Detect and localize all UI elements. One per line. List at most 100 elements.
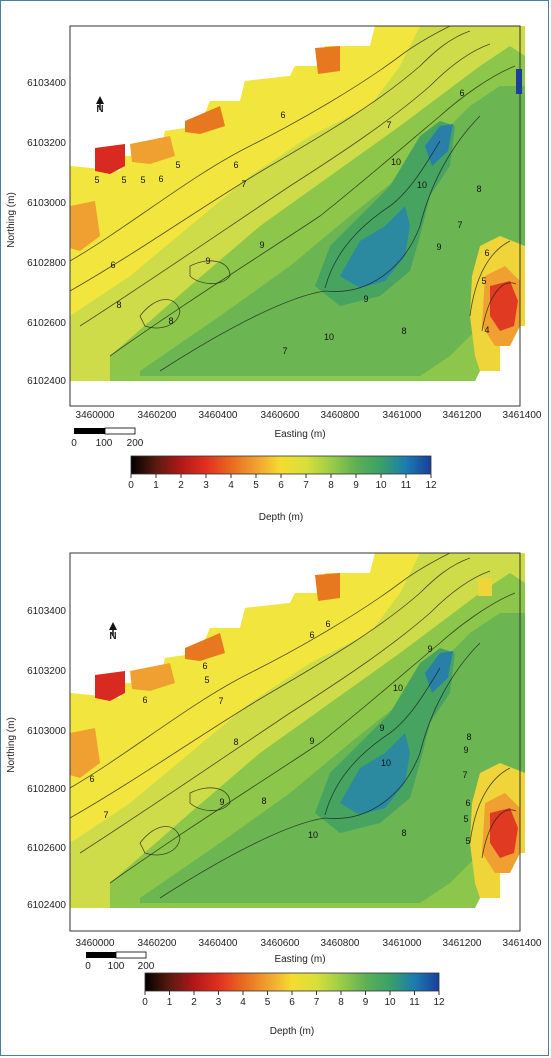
scale-tick: 200 [127, 438, 144, 449]
x-axis-title: Easting (m) [274, 954, 325, 965]
x-tick-label: 3460200 [138, 938, 177, 949]
contour-label: 9 [363, 294, 368, 304]
contour-label: 6 [309, 630, 314, 640]
x-tick-label: 3461400 [503, 410, 542, 421]
colorbar-title: Depth (m) [270, 1026, 314, 1037]
colorbar-tick-label: 11 [409, 997, 420, 1008]
contour-label: 9 [219, 797, 224, 807]
y-axis-a: 6103400 6103200 6103000 6102800 6102600 … [6, 78, 66, 387]
contour-label: 9 [309, 736, 314, 746]
contour-label: 5 [481, 276, 486, 286]
colorbar-b: 0 1 2 3 4 5 6 7 8 9 10 11 12 Depth (m) [142, 972, 445, 1037]
contour-label: 5 [175, 160, 180, 170]
y-tick-label: 6102400 [27, 900, 66, 911]
map-b: N 6103400 6103200 6103000 6102800 610260… [6, 552, 542, 1037]
x-tick-label: 3460000 [76, 410, 115, 421]
colorbar-tick-label: 1 [167, 997, 173, 1008]
map-a: N 6103400 6103200 6103000 6102800 610260… [6, 25, 542, 523]
depth-field-b [69, 552, 526, 909]
contour-label: 8 [476, 184, 481, 194]
contour-label: 6 [484, 248, 489, 258]
colorbar-tick-label: 0 [142, 997, 148, 1008]
colorbar-tick-label: 11 [401, 480, 412, 491]
plot-frame-a [69, 25, 521, 407]
colorbar-a: 0 1 2 3 4 5 6 7 8 9 10 11 12 Depth (m) [128, 455, 437, 523]
colorbar-tick-label: 7 [303, 480, 309, 491]
y-tick-label: 6103400 [27, 78, 66, 89]
y-tick-label: 6103000 [27, 726, 66, 737]
contour-label: 9 [379, 723, 384, 733]
scale-bar-b: 0 100 200 [85, 951, 155, 972]
colorbar-tick-label: 0 [128, 480, 134, 491]
north-arrow-icon: N [109, 622, 117, 642]
contour-label: 10 [417, 180, 427, 190]
contour-label: 7 [282, 346, 287, 356]
colorbar-tick-label: 12 [433, 997, 445, 1008]
contour-label: 7 [457, 220, 462, 230]
contour-label: 6 [280, 110, 285, 120]
y-tick-label: 6103000 [27, 198, 66, 209]
contour-label: 10 [381, 758, 391, 768]
contour-label: 6 [89, 774, 94, 784]
scale-bar-a: 0 100 200 [71, 427, 144, 449]
colorbar-tick-label: 2 [191, 997, 197, 1008]
colorbar-tick-label: 3 [216, 997, 222, 1008]
y-tick-label: 6102800 [27, 258, 66, 269]
colorbar-tick-label: 4 [240, 997, 246, 1008]
x-tick-label: 3461200 [443, 410, 482, 421]
contour-label: 5 [463, 814, 468, 824]
contour-label: 8 [261, 796, 266, 806]
y-axis-title: Northing (m) [6, 717, 17, 773]
contour-label: 9 [259, 240, 264, 250]
colorbar-title: Depth (m) [259, 512, 303, 523]
x-axis-b: 3460000 3460200 3460400 3460600 3460800 … [76, 938, 542, 965]
contour-label: 6 [158, 174, 163, 184]
contour-label: 4 [484, 325, 489, 335]
colorbar-tick-label: 9 [363, 997, 369, 1008]
x-tick-label: 3460200 [138, 410, 177, 421]
plot-frame-b [69, 552, 521, 932]
colorbar-tick-label: 6 [289, 997, 295, 1008]
x-tick-label: 3461000 [383, 410, 422, 421]
colorbar-tick-label: 8 [328, 480, 334, 491]
contour-label: 8 [401, 828, 406, 838]
x-axis-title: Easting (m) [274, 429, 325, 440]
contour-label: 6 [202, 661, 207, 671]
colorbar-tick-label: 3 [203, 480, 209, 491]
x-axis-a: 3460000 3460200 3460400 3460600 3460800 … [76, 410, 542, 440]
scale-tick: 200 [138, 961, 155, 972]
y-tick-label: 6102600 [27, 318, 66, 329]
y-tick-label: 6103200 [27, 666, 66, 677]
depth-field-a [69, 25, 526, 382]
contour-label: 8 [116, 300, 121, 310]
x-tick-label: 3460400 [199, 410, 238, 421]
colorbar-tick-label: 1 [153, 480, 159, 491]
x-tick-label: 3461400 [503, 938, 542, 949]
contour-label: 5 [204, 675, 209, 685]
contour-label: 8 [466, 732, 471, 742]
x-tick-label: 3461000 [383, 938, 422, 949]
contour-label: 6 [142, 695, 147, 705]
colorbar-tick-label: 4 [228, 480, 234, 491]
contour-label: 9 [436, 242, 441, 252]
contour-label: 7 [241, 179, 246, 189]
contour-label: 8 [168, 316, 173, 326]
colorbar-tick-label: 5 [265, 997, 271, 1008]
colorbar-tick-label: 5 [253, 480, 259, 491]
colorbar-tick-label: 10 [375, 480, 387, 491]
contour-label: 7 [103, 810, 108, 820]
contour-label: 6 [465, 798, 470, 808]
contour-label: 7 [462, 770, 467, 780]
contour-label: 5 [465, 836, 470, 846]
y-axis-b: 6103400 6103200 6103000 6102800 6102600 … [6, 606, 66, 911]
y-tick-label: 6102400 [27, 376, 66, 387]
contour-label: 7 [218, 696, 223, 706]
scale-tick: 100 [108, 961, 125, 972]
contour-label: 10 [308, 830, 318, 840]
contour-label: 6 [110, 260, 115, 270]
north-label: N [96, 104, 103, 115]
x-tick-label: 3460600 [261, 410, 300, 421]
y-tick-label: 6103400 [27, 606, 66, 617]
